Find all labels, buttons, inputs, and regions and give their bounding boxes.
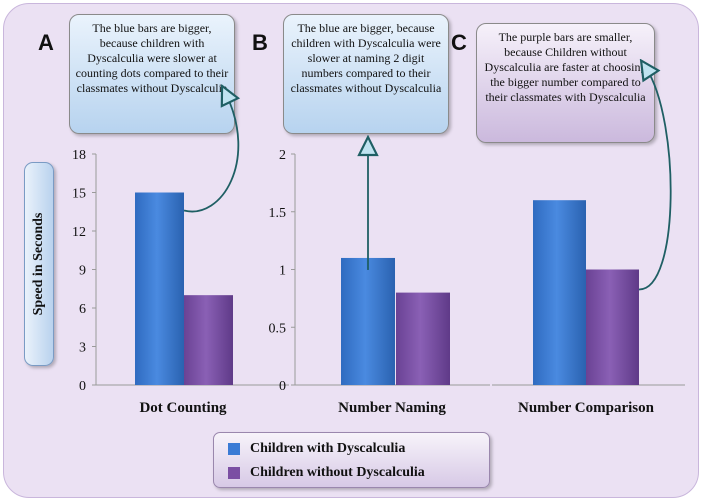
legend-item-with: Children with Dyscalculia <box>228 439 405 459</box>
x-category-label-c: Number Comparison <box>518 400 655 416</box>
bar-a-without <box>184 295 233 385</box>
x-category-label-a: Dot Counting <box>139 400 227 416</box>
y-tick-label: 3 <box>79 341 86 356</box>
connector-arrow-dot-counting <box>183 94 238 213</box>
bar-b-with <box>341 257 395 385</box>
y-tick-label: 2 <box>279 148 286 163</box>
bar-a-with <box>135 192 184 385</box>
callout-number-comparison: The purple bars are smaller, because Chi… <box>476 23 655 143</box>
y-tick-label: 12 <box>72 225 86 240</box>
y-tick-label: 0 <box>79 379 86 394</box>
callout-number-naming: The blue are bigger, because children wi… <box>283 14 449 134</box>
y-tick-label: 0.5 <box>269 321 287 336</box>
x-category-label-b: Number Naming <box>338 400 446 416</box>
y-axis-title-box: Speed in Seconds <box>24 162 54 366</box>
y-tick-label: 1.5 <box>269 206 287 221</box>
panel-letter-b: B <box>252 30 268 55</box>
connector-arrow-number-comparison <box>638 68 672 291</box>
y-tick-label: 6 <box>79 302 86 317</box>
legend-label-without: Children without Dyscalculia <box>250 465 425 480</box>
panel-letter-a: A <box>38 30 54 55</box>
bar-c-without <box>586 269 639 385</box>
bar-c-with <box>533 200 586 385</box>
y-tick-label: 18 <box>72 148 86 163</box>
y-tick-label: 9 <box>79 264 86 279</box>
panel-letter-c: C <box>451 30 467 55</box>
legend-swatch-without <box>228 467 240 479</box>
legend-item-without: Children without Dyscalculia <box>228 463 425 483</box>
bar-b-without <box>396 292 450 385</box>
legend-label-with: Children with Dyscalculia <box>250 441 406 456</box>
y-tick-label: 1 <box>279 264 286 279</box>
legend-swatch-with <box>228 443 240 455</box>
callout-dot-counting: The blue bars are bigger, because childr… <box>69 14 235 134</box>
legend: Children with Dyscalculia Children witho… <box>213 432 490 488</box>
y-tick-label: 0 <box>279 379 286 394</box>
y-tick-label: 15 <box>72 187 86 202</box>
